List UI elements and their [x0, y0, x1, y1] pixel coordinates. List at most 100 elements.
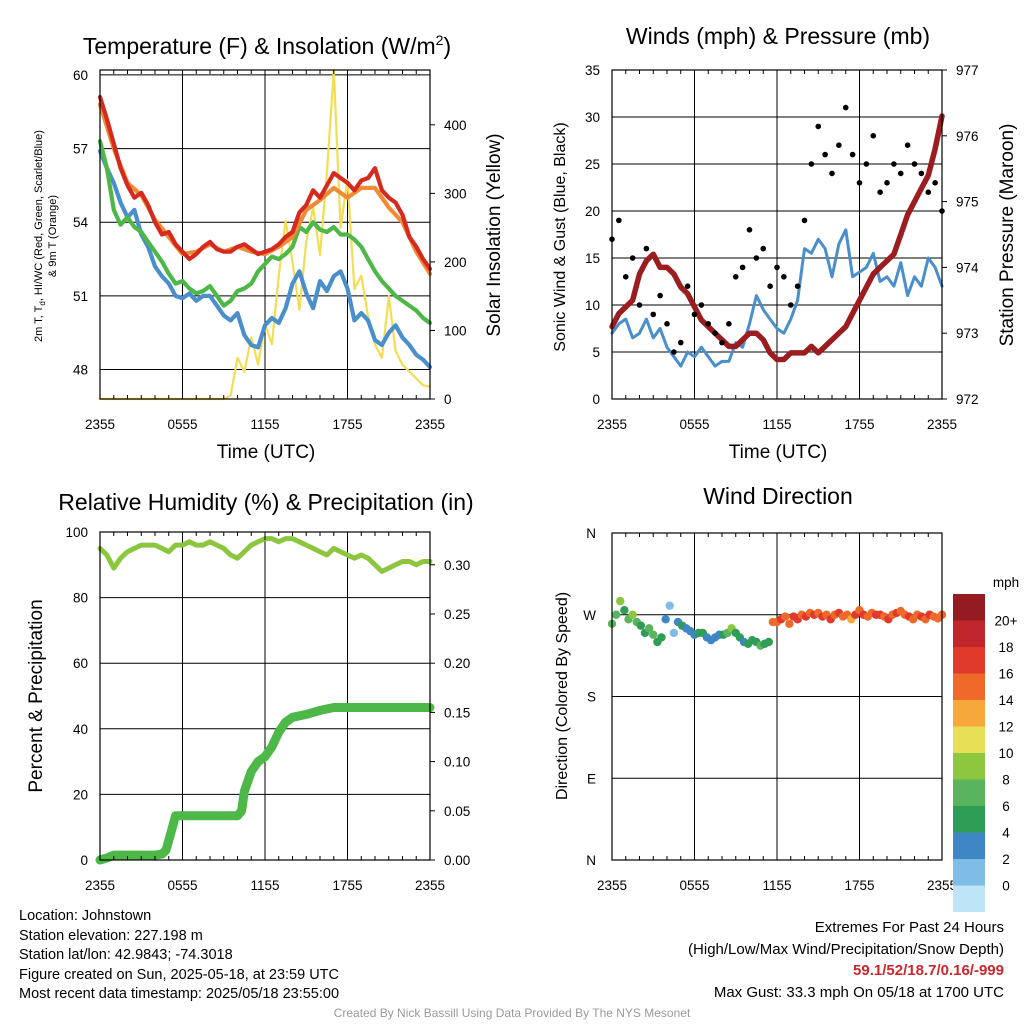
colorbar-label: 20+ — [995, 614, 1018, 629]
direction-point — [644, 624, 654, 633]
y-tick-label: 80 — [73, 591, 88, 606]
x-tick-label: 1155 — [250, 417, 279, 432]
colorbar-swatch — [953, 753, 985, 780]
gust-point — [815, 123, 822, 130]
series-hi-wc — [97, 148, 433, 370]
gust-point — [877, 189, 883, 195]
extremes-values: 59.1/52/18.7/0.16/-999 — [853, 962, 1004, 979]
x-tick-label: 2355 — [415, 878, 445, 893]
colorbar-label: 2 — [1002, 852, 1010, 867]
direction-tick-label: N — [586, 526, 596, 541]
station-latlon: Station lat/lon: 42.9843; -74.3018 — [19, 947, 233, 963]
gust-point — [829, 170, 835, 177]
series-2m-t — [97, 94, 433, 271]
x-tick-label: 2355 — [85, 878, 115, 893]
series-td — [97, 139, 433, 325]
wind-left-axis-label: Sonic Wind & Gust (Blue, Black) — [552, 122, 569, 351]
y2-tick-label: 975 — [956, 195, 979, 210]
x-tick-label: 1755 — [332, 878, 362, 893]
colorbar-label: 14 — [998, 693, 1014, 708]
gust-point — [774, 264, 780, 271]
gust-point — [767, 283, 773, 290]
y-tick-label: 60 — [73, 68, 88, 83]
direction-point — [669, 628, 679, 638]
recent-timestamp: Most recent data timestamp: 2025/05/18 2… — [19, 986, 340, 1002]
gust-point — [836, 142, 842, 148]
credit-line: Created By Nick Bassill Using Data Provi… — [333, 1006, 691, 1020]
gust-point — [904, 142, 911, 148]
gust-point — [787, 302, 794, 308]
gust-point — [739, 264, 746, 271]
gust-point — [842, 104, 849, 111]
gust-point — [684, 283, 691, 290]
y2-tick-label: 0.05 — [444, 804, 470, 819]
x-tick-label: 0555 — [679, 878, 709, 893]
colorbar-swatch — [953, 700, 985, 727]
x-tick-label: 1155 — [762, 878, 791, 893]
gust-point — [760, 245, 767, 252]
colorbar-swatch — [953, 594, 985, 621]
x-tick-label: 1155 — [250, 878, 279, 893]
temperature-left-axis-label: 2m T, Td, HI/WC (Red, Green, Scarlet/Blu… — [33, 130, 47, 342]
x-tick-label: 1755 — [844, 878, 874, 893]
gust-point — [781, 274, 787, 280]
y-tick-label: 20 — [585, 204, 600, 219]
temperature-right-axis-label: Solar Insolation (Yellow) — [484, 133, 505, 336]
gust-point — [801, 217, 808, 224]
y-tick-label: 30 — [585, 110, 600, 125]
humidity-panel-title: Relative Humidity (%) & Precipitation (i… — [58, 489, 473, 515]
y-tick-label: 40 — [73, 722, 88, 737]
temperature-left-axis-label-line2: & 9m T (Orange) — [47, 195, 59, 277]
gust-point — [932, 180, 938, 186]
y2-tick-label: 972 — [956, 392, 979, 407]
y2-tick-label: 973 — [956, 326, 979, 341]
x-tick-label: 2355 — [415, 417, 445, 432]
direction-point — [657, 633, 666, 642]
colorbar-swatch — [953, 673, 985, 700]
y-tick-label: 57 — [73, 142, 88, 157]
y2-tick-label: 974 — [956, 260, 979, 275]
y2-tick-label: 0.25 — [444, 607, 470, 622]
x-tick-label: 0555 — [167, 878, 197, 893]
temperature-panel-title: Temperature (F) & Insolation (W/m2) — [83, 32, 451, 59]
y-tick-label: 100 — [65, 525, 88, 540]
direction-point — [636, 621, 646, 630]
gust-point — [849, 151, 856, 158]
gust-point — [616, 217, 622, 224]
direction-point — [628, 610, 637, 619]
y2-tick-label: 200 — [444, 255, 467, 270]
gust-point — [863, 161, 870, 167]
direction-tick-label: S — [587, 690, 596, 705]
gust-point — [884, 180, 890, 186]
gust-point — [719, 339, 725, 346]
direction-point — [764, 637, 773, 647]
gust-point — [732, 274, 739, 280]
y-tick-label: 10 — [585, 298, 600, 313]
extremes-subheading: (High/Low/Max Wind/Precipitation/Snow De… — [688, 940, 1004, 958]
y2-tick-label: 400 — [444, 118, 467, 133]
series-precipitation — [95, 703, 435, 865]
y-tick-label: 48 — [73, 363, 88, 378]
direction-point — [611, 610, 621, 619]
gust-point — [911, 161, 918, 167]
colorbar-label: 0 — [1002, 879, 1010, 894]
y-tick-label: 0 — [80, 853, 88, 868]
station-elevation: Station elevation: 227.198 m — [19, 927, 203, 944]
direction-tick-label: E — [587, 771, 596, 786]
series-sonic-wind — [610, 228, 944, 368]
direction-point — [781, 612, 790, 621]
x-tick-label: 0555 — [679, 417, 709, 432]
station-location: Location: Johnstown — [19, 908, 152, 924]
x-tick-label: 1755 — [844, 417, 874, 432]
wind-panel: Winds (mph) & Pressure (mb) 2355 0555 1155… — [552, 23, 1018, 463]
series-station-pressure — [609, 113, 945, 363]
wind-right-axis-label: Station Pressure (Maroon) — [997, 124, 1018, 347]
temperature-panel: Temperature (F) & Insolation (W/m2) 2355… — [33, 32, 505, 463]
y2-tick-label: 976 — [956, 129, 979, 144]
colorbar-label: 10 — [998, 746, 1013, 761]
y2-tick-label: 0.20 — [444, 656, 470, 671]
colorbar-label: 6 — [1002, 799, 1010, 814]
colorbar-label: 12 — [998, 720, 1013, 735]
gust-point — [870, 133, 877, 139]
wind-x-axis-label: Time (UTC) — [729, 442, 828, 463]
